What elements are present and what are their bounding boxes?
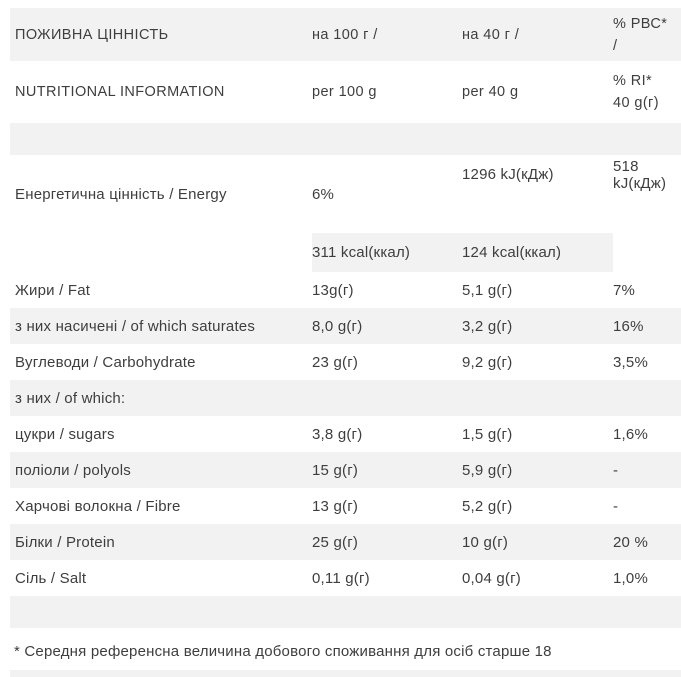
table-row-protein: Білки / Protein 25 g(г) 10 g(г) 20 % [10,524,681,560]
table-row-salt: Сіль / Salt 0,11 g(г) 0,04 g(г) 1,0% [10,560,681,596]
row-label: Білки / Protein [15,533,115,551]
value-per-100g: 13g(г) [312,281,354,299]
footnote-line: * Середня референсна величина добового с… [14,643,552,660]
value-ri: 16% [613,317,644,335]
value-per-100g: 13 g(г) [312,497,359,515]
energy-kcal-per-40g: 124 kcal(ккал) [462,233,613,272]
energy-kj-per-40g: 518 kJ(кДж) [613,157,667,192]
value-per-40g: 1,5 g(г) [462,425,513,443]
value-ri: - [613,461,619,479]
divider-band-bottom [10,596,681,628]
table-row-sugars: цукри / sugars 3,8 g(г) 1,5 g(г) 1,6% [10,416,681,452]
bottom-band [10,670,681,677]
header-ri-uk-line1: % РВС* [613,15,668,32]
value-ri: 1,0% [613,569,648,587]
header-title-uk: ПОЖИВНА ЦІННІСТЬ [15,26,169,43]
header-ri-en: % RI* 40 g(г) [613,70,681,114]
header-per40-en: per 40 g [462,84,519,100]
energy-kcal-per-100g: 311 kcal(ккал) [312,233,462,272]
value-per-40g: 5,2 g(г) [462,497,513,515]
value-per-100g: 8,0 g(г) [312,317,363,335]
row-label: Сіль / Salt [15,569,87,587]
value-ri: 6% [312,185,335,203]
value-per-100g: 15 g(г) [312,461,359,479]
value-per-40g: 5,1 g(г) [462,281,513,299]
value-per-40g: 5,9 g(г) [462,461,513,479]
value-per-40g: 10 g(г) [462,533,509,551]
value-ri: 7% [613,281,636,299]
header-per100-en: per 100 g [312,84,377,100]
value-ri: 1,6% [613,425,648,443]
row-label: Харчові волокна / Fibre [15,497,181,515]
header-title-en: NUTRITIONAL INFORMATION [15,84,225,100]
header-per100-uk: на 100 г / [312,26,378,43]
header-row-uk: ПОЖИВНА ЦІННІСТЬ на 100 г / на 40 г / % … [10,8,681,61]
header-ri-uk: % РВС* / [613,13,681,57]
header-ri-en-line1: % RI* [613,73,653,89]
table-row-of-which: з них / of which: [10,380,681,416]
value-per-100g: 0,11 g(г) [312,569,370,587]
value-per-100g: 25 g(г) [312,533,359,551]
header-ri-uk-line2: / [613,37,618,54]
row-label: з них / of which: [15,389,126,407]
row-label: з них насичені / of which saturates [15,317,256,335]
nutrition-table: ПОЖИВНА ЦІННІСТЬ на 100 г / на 40 г / % … [10,8,681,628]
table-row-fibre: Харчові волокна / Fibre 13 g(г) 5,2 g(г)… [10,488,681,524]
table-row-fat: Жири / Fat 13g(г) 5,1 g(г) 7% [10,272,681,308]
row-label: Енергетична цінність / Energy [15,185,227,203]
energy-kj-per-100g: 1296 kJ(кДж) [462,166,554,183]
value-ri: - [613,497,619,515]
value-ri: 3,5% [613,353,648,371]
row-label: цукри / sugars [15,425,115,443]
row-label: поліоли / polyols [15,461,131,479]
header-per40-uk: на 40 г / [462,26,520,43]
value-per-40g: 9,2 g(г) [462,353,513,371]
table-row-polyols: поліоли / polyols 15 g(г) 5,9 g(г) - [10,452,681,488]
row-label: Жири / Fat [15,281,91,299]
row-label: Вуглеводи / Carbohydrate [15,353,196,371]
value-per-40g: 3,2 g(г) [462,317,513,335]
header-ri-en-line2: 40 g(г) [613,95,659,111]
value-per-100g: 23 g(г) [312,353,359,371]
value-per-40g: 0,04 g(г) [462,569,521,587]
energy-row: Енергетична цінність / Energy 1296 kJ(кД… [10,155,681,272]
table-row-carbohydrate: Вуглеводи / Carbohydrate 23 g(г) 9,2 g(г… [10,344,681,380]
value-ri: 20 % [613,533,648,551]
divider-band-top [10,123,681,155]
value-per-100g: 3,8 g(г) [312,425,363,443]
table-row-saturates: з них насичені / of which saturates 8,0 … [10,308,681,344]
header-row-en: NUTRITIONAL INFORMATION per 100 g per 40… [10,61,681,123]
